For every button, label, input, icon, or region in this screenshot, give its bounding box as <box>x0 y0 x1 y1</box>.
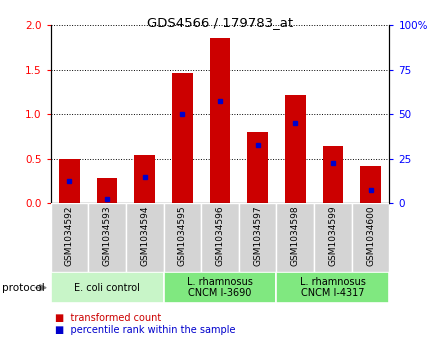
Bar <box>164 203 201 272</box>
Text: GDS4566 / 179783_at: GDS4566 / 179783_at <box>147 16 293 29</box>
Bar <box>126 203 164 272</box>
Bar <box>164 272 276 303</box>
Bar <box>88 203 126 272</box>
Bar <box>239 203 276 272</box>
Bar <box>323 146 343 203</box>
Bar <box>209 38 231 203</box>
Text: ■  percentile rank within the sample: ■ percentile rank within the sample <box>55 325 235 335</box>
Bar <box>51 203 88 272</box>
Bar <box>97 178 117 203</box>
Bar <box>134 155 155 203</box>
Bar <box>247 132 268 203</box>
Bar <box>59 159 80 203</box>
Text: GSM1034593: GSM1034593 <box>103 205 112 266</box>
Text: GSM1034599: GSM1034599 <box>328 205 337 266</box>
Bar <box>201 203 239 272</box>
Bar <box>360 166 381 203</box>
Bar <box>276 272 389 303</box>
Text: GSM1034598: GSM1034598 <box>291 205 300 266</box>
Text: GSM1034595: GSM1034595 <box>178 205 187 266</box>
Text: GSM1034600: GSM1034600 <box>366 205 375 266</box>
Bar <box>285 95 306 203</box>
Bar <box>51 272 164 303</box>
Bar <box>172 73 193 203</box>
Text: protocol: protocol <box>2 283 45 293</box>
Bar <box>276 203 314 272</box>
Text: GSM1034596: GSM1034596 <box>216 205 224 266</box>
Text: ■  transformed count: ■ transformed count <box>55 313 161 323</box>
Text: E. coli control: E. coli control <box>74 283 140 293</box>
Text: L. rhamnosus
CNCM I-3690: L. rhamnosus CNCM I-3690 <box>187 277 253 298</box>
Bar <box>314 203 352 272</box>
Text: GSM1034597: GSM1034597 <box>253 205 262 266</box>
Text: L. rhamnosus
CNCM I-4317: L. rhamnosus CNCM I-4317 <box>300 277 366 298</box>
Bar <box>352 203 389 272</box>
Text: GSM1034594: GSM1034594 <box>140 205 149 266</box>
Text: GSM1034592: GSM1034592 <box>65 205 74 266</box>
